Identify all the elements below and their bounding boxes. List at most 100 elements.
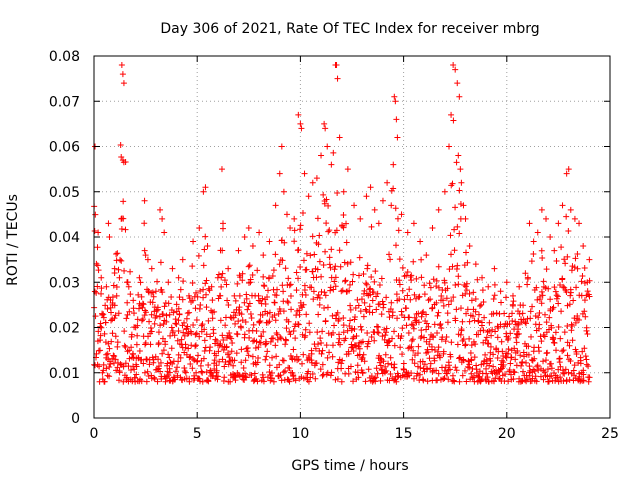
data-point — [297, 222, 304, 229]
data-point — [325, 228, 332, 235]
data-point — [315, 311, 322, 318]
data-point — [280, 308, 287, 315]
data-point — [542, 357, 549, 364]
data-point — [426, 336, 433, 343]
data-point — [559, 275, 566, 282]
data-point — [566, 342, 573, 349]
data-point — [215, 373, 222, 380]
data-point — [305, 368, 312, 375]
data-point — [151, 320, 158, 327]
data-point — [326, 261, 333, 268]
data-point — [265, 275, 272, 282]
data-point — [143, 378, 150, 385]
data-point — [316, 258, 323, 265]
data-point — [433, 299, 440, 306]
data-point — [579, 272, 586, 279]
data-point — [104, 372, 111, 379]
data-point — [172, 316, 179, 323]
data-point — [106, 373, 113, 380]
data-point — [430, 276, 437, 283]
data-point — [408, 272, 415, 279]
data-point — [526, 220, 533, 227]
data-point — [456, 354, 463, 361]
data-point — [157, 259, 164, 266]
data-point — [260, 378, 267, 385]
data-point — [206, 287, 213, 294]
data-point — [427, 284, 434, 291]
data-point — [245, 224, 252, 231]
data-point — [250, 321, 257, 328]
data-point — [309, 233, 316, 240]
data-point — [391, 93, 398, 100]
data-point — [408, 321, 415, 328]
data-point — [374, 290, 381, 297]
data-point — [252, 344, 259, 351]
data-point — [347, 302, 354, 309]
data-point — [498, 357, 505, 364]
data-point — [144, 256, 151, 263]
data-point — [295, 321, 302, 328]
data-point — [183, 326, 190, 333]
data-point — [538, 288, 545, 295]
data-point — [330, 286, 337, 293]
data-point — [257, 339, 264, 346]
data-point — [133, 371, 140, 378]
data-point — [455, 273, 462, 280]
data-point — [265, 287, 272, 294]
data-point — [571, 215, 578, 222]
data-point — [421, 282, 428, 289]
data-point — [482, 351, 489, 358]
data-point — [501, 323, 508, 330]
data-point — [463, 280, 470, 287]
data-point — [281, 239, 288, 246]
data-point — [110, 282, 117, 289]
data-point — [417, 371, 424, 378]
data-point — [583, 361, 590, 368]
data-point — [472, 341, 479, 348]
data-point — [94, 283, 101, 290]
data-point — [228, 348, 235, 355]
data-point — [533, 284, 540, 291]
data-point — [97, 337, 104, 344]
data-point — [411, 291, 418, 298]
data-point — [455, 152, 462, 159]
data-point — [520, 302, 527, 309]
data-point — [574, 250, 581, 257]
data-point — [104, 305, 111, 312]
data-point — [364, 262, 371, 269]
data-point — [131, 310, 138, 317]
data-point — [393, 116, 400, 123]
data-point — [292, 335, 299, 342]
data-point — [439, 297, 446, 304]
data-point — [134, 322, 141, 329]
data-point — [360, 313, 367, 320]
data-point — [435, 370, 442, 377]
data-point — [197, 378, 204, 385]
data-point — [92, 313, 99, 320]
data-point — [198, 368, 205, 375]
data-point — [231, 292, 238, 299]
data-point — [216, 358, 223, 365]
data-point — [315, 291, 322, 298]
data-point — [388, 299, 395, 306]
data-point — [246, 334, 253, 341]
data-point — [316, 232, 323, 239]
data-point — [460, 202, 467, 209]
data-point — [566, 376, 573, 383]
data-point — [431, 357, 438, 364]
data-point — [440, 348, 447, 355]
data-point — [332, 274, 339, 281]
data-point — [577, 360, 584, 367]
data-point — [312, 375, 319, 382]
data-point — [529, 303, 536, 310]
data-point — [114, 250, 121, 257]
data-point — [243, 374, 250, 381]
data-point — [323, 342, 330, 349]
data-point — [127, 268, 134, 275]
data-point — [492, 328, 499, 335]
data-point — [377, 362, 384, 369]
data-point — [311, 251, 318, 258]
data-point — [168, 345, 175, 352]
data-point — [338, 378, 345, 385]
data-point — [308, 357, 315, 364]
